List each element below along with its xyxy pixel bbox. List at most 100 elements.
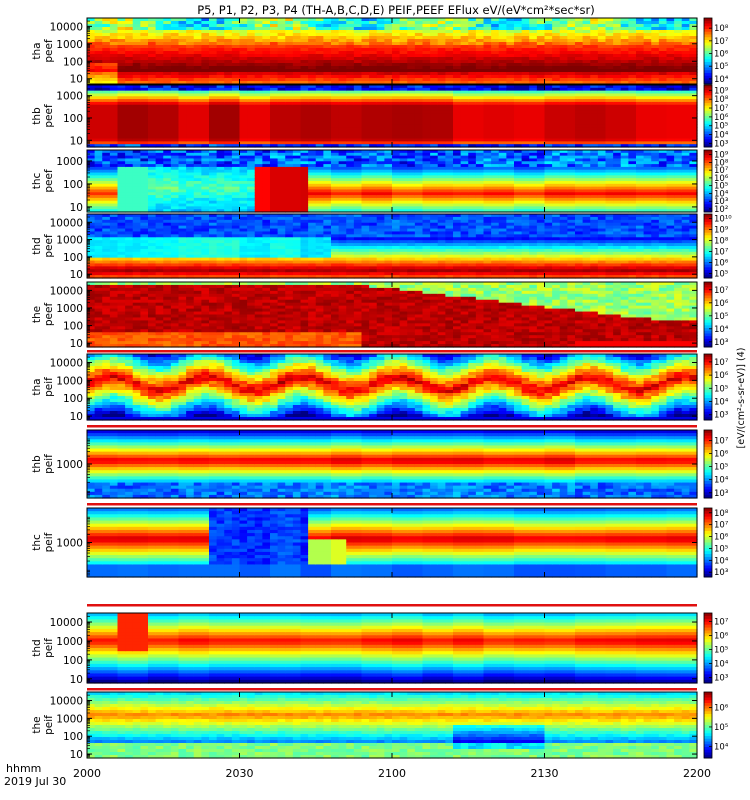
heatmap-cell — [681, 18, 690, 22]
heatmap-cell — [475, 175, 485, 179]
heatmap-cell — [376, 116, 385, 120]
heatmap-cell — [239, 144, 248, 148]
heatmap-cell — [140, 78, 149, 82]
heatmap-cell — [270, 63, 279, 67]
heatmap-cell — [193, 200, 202, 205]
heatmap-cell — [216, 144, 225, 148]
heatmap-cell — [392, 178, 401, 182]
heatmap-cell — [109, 135, 119, 140]
heatmap-cell — [475, 51, 485, 55]
heatmap-cell — [483, 66, 492, 70]
heatmap-cell — [87, 141, 96, 145]
heatmap-cell — [109, 42, 119, 46]
heatmap-cell — [422, 30, 431, 34]
heatmap-cell — [338, 107, 347, 111]
heatmap-cell — [239, 90, 248, 95]
heatmap-cell — [109, 192, 119, 196]
heatmap-cell — [430, 161, 439, 165]
heatmap-cell — [102, 99, 111, 103]
heatmap-cell — [178, 60, 187, 64]
heatmap-cell — [346, 57, 355, 61]
heatmap-cell — [331, 200, 340, 205]
heatmap-cell — [460, 116, 469, 120]
heatmap-cell — [300, 203, 309, 207]
heatmap-cell — [658, 21, 668, 25]
heatmap-cell — [575, 63, 584, 67]
heatmap-cell — [582, 39, 591, 43]
heatmap-cell — [170, 135, 180, 140]
heatmap-cell — [376, 166, 385, 171]
heatmap-cell — [392, 195, 401, 199]
heatmap-cell — [262, 63, 271, 67]
heatmap-cell — [399, 127, 408, 131]
heatmap-cell — [262, 186, 271, 191]
heatmap-cell — [559, 42, 568, 46]
heatmap-cell — [536, 18, 546, 22]
heatmap-cell — [582, 107, 591, 111]
separator-stripe-red — [87, 688, 697, 691]
heatmap-cell — [407, 138, 416, 142]
heatmap-cell — [254, 206, 263, 210]
heatmap-cell — [681, 33, 690, 37]
heatmap-cell — [491, 192, 500, 196]
heatmap-cell — [148, 72, 157, 76]
heatmap-cell — [613, 24, 622, 28]
heatmap-cell — [109, 96, 119, 100]
heatmap-cell — [239, 209, 248, 213]
heatmap-cell — [483, 69, 492, 73]
heatmap-cell — [186, 161, 195, 165]
heatmap-cell — [605, 90, 614, 95]
heatmap-cell — [346, 161, 355, 165]
heatmap-cell — [292, 206, 302, 210]
heatmap-cell — [521, 135, 530, 140]
heatmap-cell — [132, 99, 141, 103]
heatmap-cell — [353, 69, 363, 73]
heatmap-cell — [605, 39, 614, 43]
heatmap-cell — [475, 85, 485, 89]
heatmap-cell — [506, 178, 515, 182]
heatmap-cell — [392, 118, 401, 123]
heatmap-cell — [483, 127, 492, 131]
heatmap-cell — [613, 85, 622, 89]
heatmap-cell — [87, 200, 96, 205]
colorbar-swatch — [704, 90, 712, 94]
colorbar-swatch — [704, 121, 712, 125]
heatmap-cell — [155, 155, 164, 160]
heatmap-cell — [262, 127, 271, 131]
heatmap-cell — [483, 118, 492, 123]
heatmap-cell — [407, 107, 416, 111]
heatmap-cell — [239, 78, 248, 82]
heatmap-cell — [323, 132, 332, 137]
heatmap-cell — [582, 75, 591, 79]
heatmap-cell — [109, 39, 119, 43]
heatmap-cell — [430, 189, 439, 193]
heatmap-cell — [681, 24, 690, 28]
heatmap-cell — [292, 130, 302, 134]
heatmap-cell — [658, 90, 668, 95]
heatmap-cell — [117, 138, 126, 142]
heatmap-cell — [460, 18, 469, 22]
heatmap-cell — [384, 81, 393, 85]
heatmap-cell — [270, 192, 279, 196]
colorbar-swatch — [704, 40, 712, 44]
heatmap-cell — [529, 189, 538, 193]
heatmap-cell — [239, 81, 248, 85]
heatmap-cell — [468, 48, 477, 52]
heatmap-cell — [643, 57, 652, 61]
heatmap-cell — [575, 48, 584, 52]
heatmap-cell — [521, 158, 530, 162]
heatmap-cell — [468, 144, 477, 148]
heatmap-cell — [109, 85, 119, 89]
heatmap-cell — [292, 101, 302, 106]
heatmap-cell — [132, 150, 141, 154]
heatmap-cell — [636, 18, 645, 22]
heatmap-cell — [247, 45, 256, 49]
heatmap-cell — [254, 107, 263, 111]
colorbar-swatch — [704, 53, 712, 57]
heatmap-cell — [376, 39, 385, 43]
heatmap-cell — [521, 30, 530, 34]
heatmap-cell — [140, 18, 149, 22]
heatmap-cell — [430, 69, 439, 73]
heatmap-cell — [254, 150, 263, 154]
heatmap-cell — [384, 178, 393, 182]
